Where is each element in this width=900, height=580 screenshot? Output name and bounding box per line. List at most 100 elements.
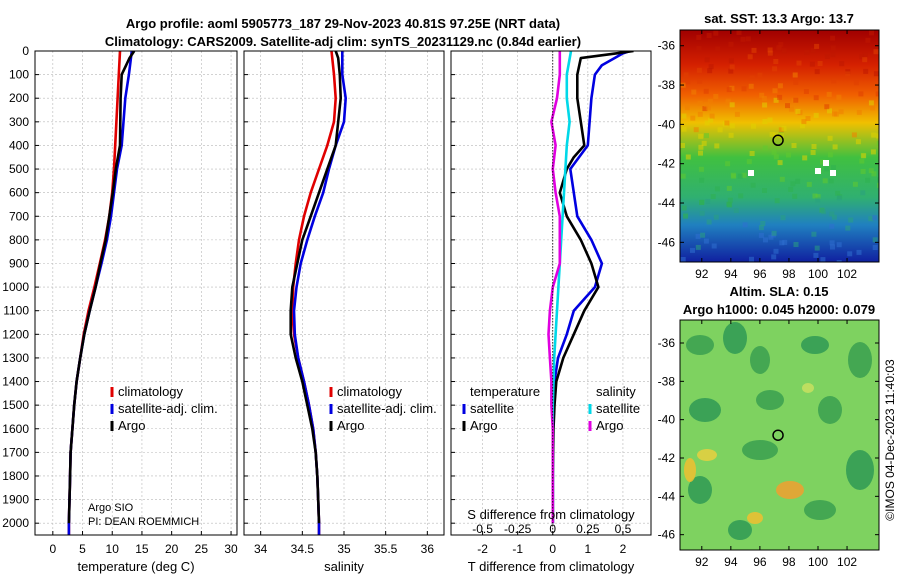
map-y-tick-label: -44	[658, 196, 676, 210]
sst-pixel	[780, 215, 786, 221]
sst-pixel	[695, 244, 701, 250]
sst-pixel	[746, 159, 752, 165]
sst-pixel	[831, 78, 837, 84]
sst-pixel	[859, 54, 865, 60]
panel-frame	[34, 50, 238, 536]
sst-pixel	[774, 198, 780, 204]
sst-pixel	[690, 247, 695, 253]
sst-pixel	[862, 52, 868, 58]
sla-anomaly	[688, 476, 712, 504]
sst-pixel	[681, 113, 687, 119]
sst-pixel	[717, 127, 723, 133]
sst-pixel	[705, 199, 711, 204]
sst-pixel	[758, 225, 764, 231]
sst-pixel	[708, 64, 714, 70]
sla-anomaly	[804, 500, 836, 520]
sst-pixel	[860, 190, 866, 196]
sst-pixel	[737, 173, 743, 179]
sst-pixel	[858, 91, 864, 97]
map-x-tick-label: 96	[753, 555, 767, 569]
sst-pixel	[773, 154, 779, 160]
sst-pixel	[763, 237, 768, 243]
y-tick-label: 1000	[2, 280, 29, 294]
sst-pixel	[836, 94, 842, 100]
sst-pixel	[757, 72, 763, 78]
sst-pixel	[767, 117, 773, 123]
map-y-tick-label: -38	[658, 78, 676, 92]
sst-pixel	[713, 214, 719, 220]
sst-pixel	[773, 248, 779, 254]
sst-pixel	[696, 34, 702, 40]
sst-pixel	[714, 186, 720, 192]
sst-pixel	[771, 149, 777, 155]
sst-pixel	[779, 240, 785, 246]
sst-pixel	[793, 97, 799, 103]
sst-pixel	[796, 60, 802, 66]
s-tick-label: 0	[549, 522, 556, 536]
sst-pixel	[803, 89, 809, 94]
map-y-tick-label: -36	[658, 39, 676, 53]
sla-anomaly	[728, 520, 752, 540]
sla-anomaly-blobs	[684, 322, 874, 540]
sst-pixel	[805, 116, 811, 121]
sst-pixel	[726, 185, 732, 191]
sst-pixel	[813, 252, 819, 258]
sst-pixel	[703, 88, 709, 94]
temperature-profile-panel: 0 5 10 15 20 25 30 temperature (deg C) 0 100 200 30…	[2, 44, 238, 574]
map-x-tick-label: 92	[695, 555, 709, 569]
x-tick-label: 10	[106, 542, 120, 556]
map-x-tick-label: 92	[695, 267, 709, 281]
sst-pixel	[804, 50, 810, 55]
sst-pixel	[734, 111, 740, 117]
sst-pixel	[683, 213, 688, 219]
sst-pixel	[873, 71, 879, 77]
sst-pixel	[821, 209, 826, 215]
sst-pixel	[745, 36, 751, 42]
map-y-tick-label: -40	[658, 117, 676, 131]
sst-pixel	[776, 45, 782, 51]
sst-pixel	[751, 47, 757, 53]
sla-anomaly	[686, 335, 714, 355]
sst-pixel	[868, 100, 874, 106]
sst-pixel	[706, 219, 712, 225]
diff-legend-s-sat-label: satellite	[596, 401, 640, 416]
sst-pixel	[792, 193, 798, 199]
sst-pixel	[710, 194, 716, 199]
sst-pixel	[767, 50, 773, 56]
sst-pixel	[729, 85, 735, 91]
sst-pixel	[709, 113, 715, 119]
sst-pixel	[698, 133, 704, 139]
sst-pixel	[824, 166, 830, 172]
sst-pixel	[705, 105, 711, 111]
sla-anomaly	[750, 346, 770, 374]
sst-pixel	[685, 154, 691, 160]
sst-pixel	[725, 99, 731, 105]
sst-pixel	[815, 194, 821, 200]
x-tick-label: 20	[165, 542, 179, 556]
sst-pixel	[683, 72, 689, 78]
sst-pixel	[733, 207, 739, 213]
imos-timestamp: ©IMOS 04-Dec-2023 11:40:03	[883, 359, 897, 521]
x-tick-label: 1	[584, 542, 591, 556]
sla-anomaly	[723, 322, 747, 354]
sst-pixel	[703, 102, 709, 108]
y-tick-label: 1700	[2, 445, 29, 459]
sst-pixel	[830, 52, 836, 58]
sst-pixel	[800, 123, 805, 129]
sst-pixel	[801, 119, 807, 125]
sla-anomaly	[742, 440, 778, 460]
diff-legend-s-argo-label: Argo	[596, 418, 623, 433]
sst-pixel	[751, 123, 756, 129]
sla-map-subtitle: Argo h1000: 0.045 h2000: 0.079	[683, 302, 875, 317]
x-tick-label: 25	[195, 542, 209, 556]
sst-pixel	[795, 178, 801, 184]
sst-map-title: sat. SST: 13.3 Argo: 13.7	[704, 11, 854, 26]
map-y-tick-label: -42	[658, 157, 676, 171]
map-y-tick-label: -42	[658, 451, 676, 465]
argo-float-marker	[772, 134, 784, 147]
sst-pixel	[836, 260, 842, 262]
sst-pixel	[777, 83, 783, 89]
sst-pixel	[711, 243, 717, 249]
map-x-tick-label: 94	[724, 267, 738, 281]
